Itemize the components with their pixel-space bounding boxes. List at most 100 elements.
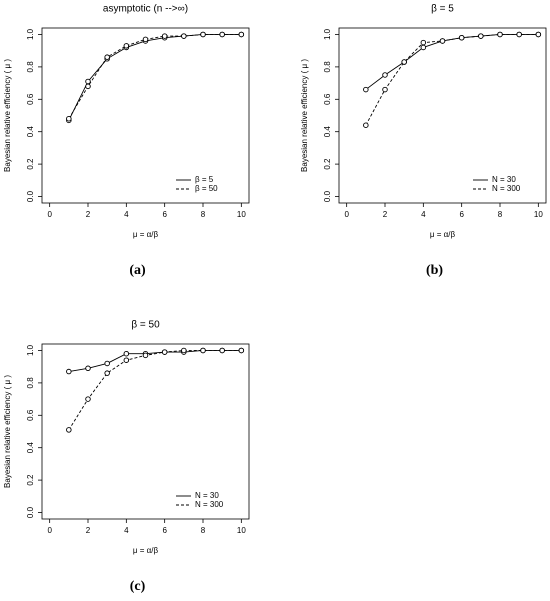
y-tick-label: 1.0	[323, 28, 332, 40]
data-point	[420, 39, 427, 46]
x-tick-label: 6	[162, 210, 167, 219]
series-line	[68, 350, 242, 372]
data-point	[161, 33, 168, 39]
data-point	[123, 357, 130, 363]
series-line	[68, 34, 242, 119]
plot-frame	[41, 27, 250, 204]
chart-title: β = 50	[131, 320, 160, 331]
y-tick-label: 0.2	[323, 158, 332, 170]
data-point	[382, 72, 388, 78]
x-tick-label: 4	[124, 526, 129, 535]
y-tick-label: 0.2	[26, 474, 35, 486]
y-tick-label: 0.6	[26, 93, 35, 105]
data-point	[142, 352, 149, 359]
y-tick-label: 0.8	[26, 61, 35, 73]
chart-title: β = 5	[431, 4, 454, 15]
x-tick-label: 8	[201, 526, 206, 535]
data-point	[219, 31, 225, 38]
data-point	[85, 83, 91, 90]
legend-label: N = 300	[195, 500, 224, 509]
x-tick-label: 2	[86, 526, 91, 535]
data-point	[382, 86, 388, 93]
series-line	[68, 350, 242, 431]
data-point	[66, 427, 72, 433]
x-tick-label: 2	[383, 210, 388, 219]
data-point	[238, 347, 245, 354]
y-tick-label: 1.0	[26, 28, 35, 40]
x-tick-label: 6	[162, 526, 167, 535]
x-axis-label: μ = α/β	[430, 230, 456, 239]
x-tick-label: 0	[47, 210, 52, 219]
series-line	[365, 34, 539, 90]
y-axis-label: Bayesian relative efficiency ( μ )	[3, 375, 12, 488]
data-point	[181, 347, 187, 354]
data-point	[238, 31, 245, 38]
x-axis-label: μ = α/β	[133, 546, 159, 555]
y-tick-label: 0.6	[26, 409, 35, 421]
x-axis-label: μ = α/β	[133, 230, 159, 239]
panel-label: (c)	[130, 579, 146, 594]
data-point	[420, 44, 427, 51]
data-point	[123, 350, 130, 357]
y-tick-label: 0.2	[26, 158, 35, 170]
data-point	[219, 347, 225, 354]
x-tick-label: 8	[498, 210, 503, 219]
plot-frame	[41, 343, 250, 520]
y-tick-label: 0.6	[323, 93, 332, 105]
data-point	[497, 31, 503, 38]
panel-label: (a)	[129, 263, 146, 278]
series-line	[365, 34, 539, 126]
y-tick-label: 0.0	[26, 190, 35, 202]
data-point	[535, 31, 542, 38]
y-axis-label: Bayesian relative efficiency ( μ )	[3, 59, 12, 172]
legend-label: β = 5	[195, 175, 214, 184]
data-point	[142, 36, 149, 43]
data-point	[516, 31, 522, 38]
data-point	[85, 365, 91, 372]
x-tick-label: 10	[237, 210, 246, 219]
data-point	[123, 43, 130, 49]
panel-label: (b)	[426, 263, 443, 278]
data-point	[66, 368, 72, 375]
x-tick-label: 2	[86, 210, 91, 219]
y-tick-label: 1.0	[26, 344, 35, 356]
legend-label: β = 50	[195, 184, 218, 193]
data-point	[66, 115, 72, 122]
x-tick-label: 4	[124, 210, 129, 219]
data-point	[363, 122, 369, 128]
data-point	[181, 33, 187, 39]
y-tick-label: 0.4	[26, 126, 35, 138]
legend-label: N = 30	[492, 175, 516, 184]
y-tick-label: 0.8	[323, 61, 332, 73]
x-tick-label: 0	[47, 526, 52, 535]
data-point	[401, 59, 407, 65]
data-point	[200, 31, 206, 38]
legend-label: N = 300	[492, 184, 521, 193]
data-point	[458, 34, 465, 41]
data-point	[104, 360, 110, 367]
y-tick-label: 0.4	[26, 442, 35, 454]
data-point	[439, 38, 446, 44]
x-tick-label: 10	[534, 210, 543, 219]
y-axis-label: Bayesian relative efficiency ( μ )	[300, 59, 309, 172]
plot-frame	[338, 27, 547, 204]
data-point	[161, 349, 168, 355]
y-tick-label: 0.8	[26, 377, 35, 389]
data-point	[85, 396, 91, 402]
x-tick-label: 4	[421, 210, 426, 219]
y-tick-label: 0.0	[26, 506, 35, 518]
y-tick-label: 0.4	[323, 126, 332, 138]
chart-title: asymptotic (n -->∞)	[103, 4, 188, 15]
x-tick-label: 0	[344, 210, 349, 219]
x-tick-label: 8	[201, 210, 206, 219]
data-point	[478, 33, 484, 39]
data-point	[104, 54, 110, 60]
data-point	[200, 347, 206, 354]
x-tick-label: 6	[459, 210, 464, 219]
data-point	[104, 370, 110, 376]
x-tick-label: 10	[237, 526, 246, 535]
y-tick-label: 0.0	[323, 190, 332, 202]
series-line	[68, 34, 242, 121]
data-point	[363, 86, 369, 93]
